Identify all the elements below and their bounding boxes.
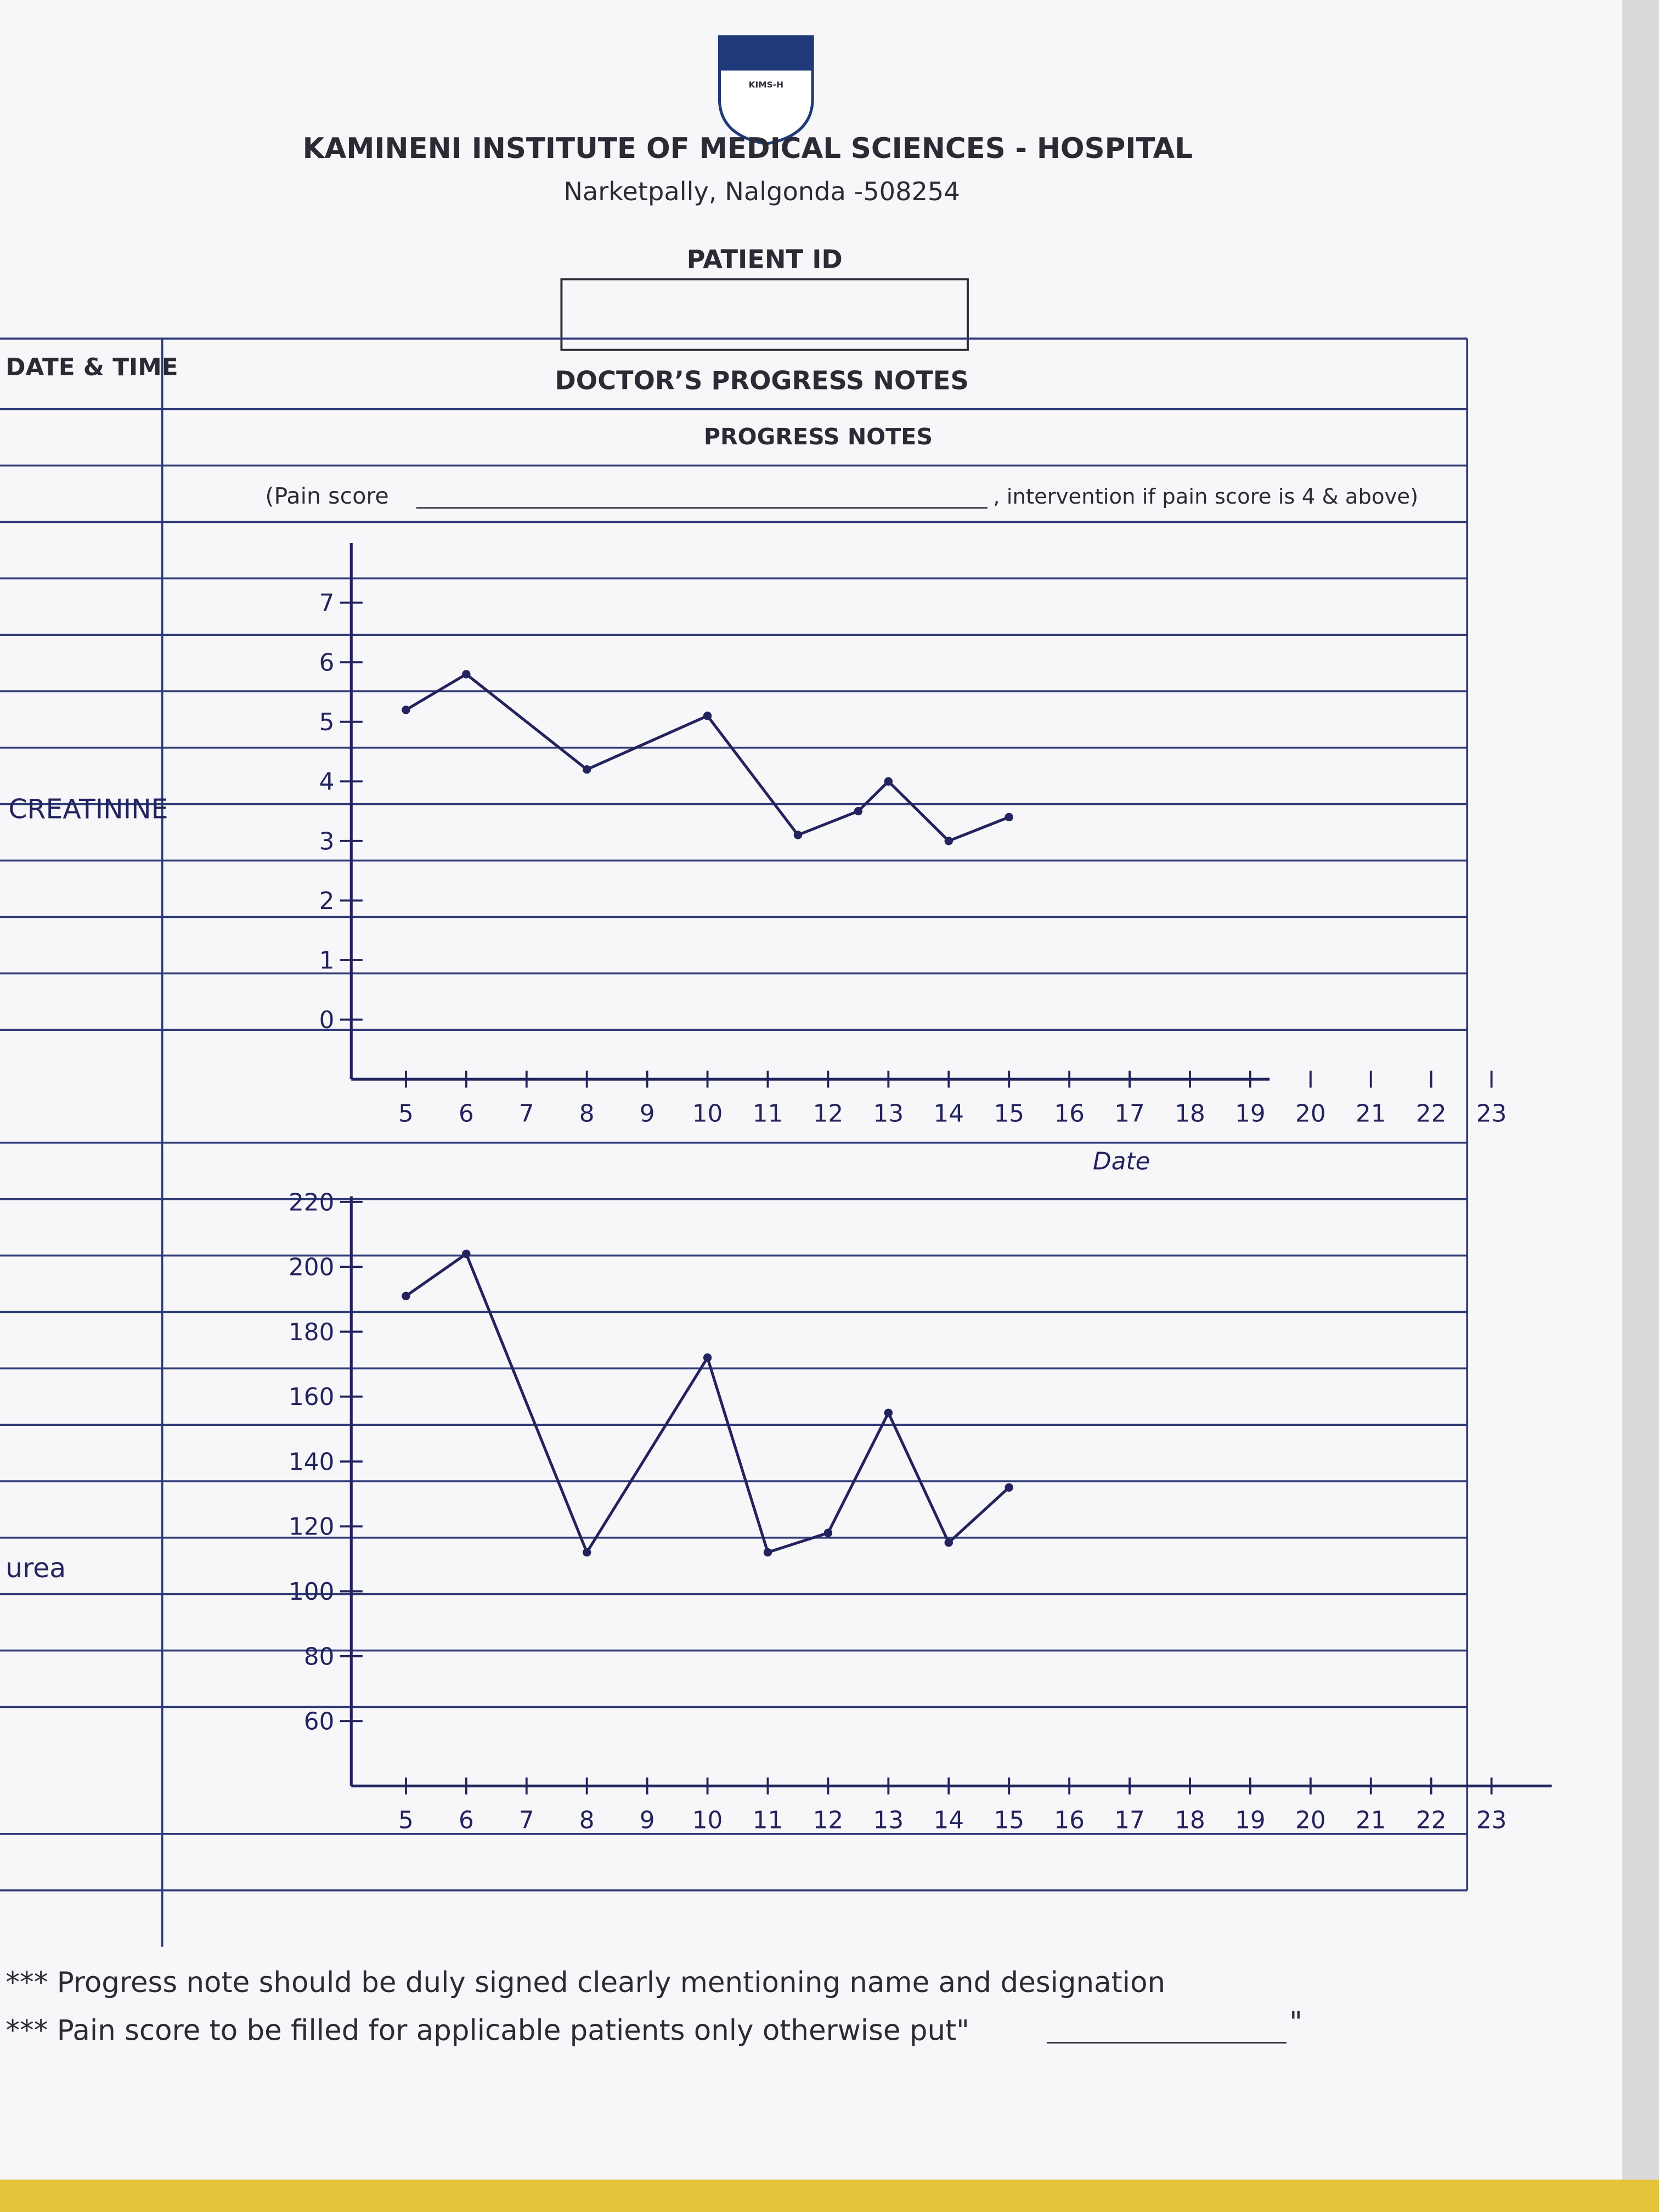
- y-tick-label: 3: [319, 827, 335, 855]
- x-tick-label: 10: [692, 1807, 723, 1835]
- x-tick-label: 7: [519, 1099, 534, 1127]
- x-tick-label: 20: [1295, 1099, 1326, 1127]
- y-tick-label: 60: [304, 1708, 335, 1736]
- pain-score-label: (Pain score: [265, 483, 388, 509]
- x-tick-label: 6: [459, 1807, 474, 1835]
- y-tick-label: 1: [319, 946, 335, 974]
- x-tick-label: 8: [579, 1099, 595, 1127]
- x-tick-label: 5: [398, 1099, 414, 1127]
- x-tick-label: 8: [579, 1807, 595, 1835]
- y-tick-label: 6: [319, 649, 335, 677]
- x-tick-label: 22: [1416, 1099, 1447, 1127]
- y-tick-label: 160: [289, 1383, 334, 1411]
- y-tick-label: 0: [319, 1006, 335, 1034]
- x-tick-label: 18: [1175, 1807, 1205, 1835]
- data-point: [703, 712, 712, 720]
- x-tick-label: 14: [933, 1807, 964, 1835]
- x-axis-label: Date: [1093, 1148, 1150, 1176]
- patient-id-box: [560, 278, 969, 351]
- y-tick-label: 2: [319, 887, 335, 915]
- y-tick-label: 80: [304, 1643, 335, 1671]
- y-tick-label: 5: [319, 708, 335, 736]
- institute-name: KAMINENI INSTITUTE OF MEDICAL SCIENCES -…: [303, 132, 1193, 165]
- y-tick-label: 7: [319, 589, 335, 617]
- x-tick-label: 5: [398, 1807, 414, 1835]
- x-tick-label: 22: [1416, 1807, 1447, 1835]
- form-grid: [0, 337, 1469, 1947]
- x-tick-label: 13: [873, 1099, 904, 1127]
- x-tick-label: 6: [459, 1099, 474, 1127]
- footer-quote: ": [1289, 2006, 1302, 2039]
- x-tick-label: 16: [1054, 1807, 1085, 1835]
- y-tick-label: 220: [289, 1188, 334, 1216]
- y-tick-label: 200: [289, 1254, 334, 1282]
- y-axis-label: urea: [5, 1553, 66, 1584]
- data-point: [884, 1408, 893, 1417]
- form-title: DOCTOR’S PROGRESS NOTES: [555, 366, 968, 396]
- data-point: [793, 831, 803, 839]
- x-tick-label: 19: [1235, 1807, 1266, 1835]
- data-point: [944, 1538, 953, 1547]
- y-tick-label: 4: [319, 768, 335, 796]
- x-tick-label: 23: [1476, 1807, 1507, 1835]
- data-point: [854, 806, 863, 816]
- y-tick-label: 120: [289, 1513, 334, 1541]
- date-time-header: DATE & TIME: [5, 353, 178, 381]
- x-tick-label: 17: [1114, 1099, 1145, 1127]
- x-tick-label: 10: [692, 1099, 723, 1127]
- address: Narketpally, Nalgonda -508254: [563, 177, 960, 206]
- x-tick-label: 16: [1054, 1099, 1085, 1127]
- x-tick-label: 19: [1235, 1099, 1266, 1127]
- x-tick-label: 12: [813, 1099, 844, 1127]
- data-point: [703, 1353, 712, 1362]
- logo: KIMS-H: [718, 35, 814, 145]
- x-tick-label: 23: [1476, 1099, 1507, 1127]
- data-point: [583, 1548, 591, 1557]
- data-point: [462, 670, 471, 679]
- notes-header: PROGRESS NOTES: [704, 424, 933, 450]
- x-tick-label: 20: [1295, 1807, 1326, 1835]
- data-point: [1005, 812, 1013, 822]
- x-tick-label: 11: [753, 1099, 783, 1127]
- x-tick-label: 17: [1114, 1807, 1145, 1835]
- patient-id-label: PATIENT ID: [687, 245, 843, 274]
- y-tick-label: 180: [289, 1318, 334, 1346]
- x-tick-label: 13: [873, 1807, 904, 1835]
- x-tick-label: 15: [994, 1807, 1024, 1835]
- paper: [0, 0, 1623, 2180]
- data-point: [823, 1528, 833, 1537]
- x-tick-label: 12: [813, 1807, 844, 1835]
- x-tick-label: 14: [933, 1099, 964, 1127]
- data-point: [944, 837, 953, 845]
- x-tick-label: 9: [640, 1099, 655, 1127]
- x-tick-label: 7: [519, 1807, 534, 1835]
- data-point: [583, 765, 591, 774]
- data-point: [402, 706, 410, 714]
- footer-note: *** Pain score to be filled for applicab…: [5, 2014, 969, 2047]
- x-tick-label: 18: [1175, 1099, 1205, 1127]
- y-tick-label: 140: [289, 1448, 334, 1476]
- y-axis-label: CREATININE: [8, 793, 168, 825]
- logo-text: KIMS-H: [749, 80, 783, 89]
- x-tick-label: 15: [994, 1099, 1024, 1127]
- y-tick-label: 100: [289, 1578, 334, 1606]
- x-tick-label: 11: [753, 1807, 783, 1835]
- data-point: [1005, 1483, 1013, 1492]
- folder-edge: [0, 2179, 1659, 2212]
- x-tick-label: 9: [640, 1807, 655, 1835]
- data-point: [402, 1291, 410, 1301]
- data-point: [763, 1548, 772, 1557]
- data-point: [462, 1249, 471, 1259]
- footer-note: *** Progress note should be duly signed …: [5, 1966, 1165, 1999]
- x-tick-label: 21: [1356, 1099, 1386, 1127]
- pain-score-note: , intervention if pain score is 4 & abov…: [993, 484, 1418, 509]
- data-point: [884, 777, 893, 786]
- x-tick-label: 21: [1356, 1807, 1386, 1835]
